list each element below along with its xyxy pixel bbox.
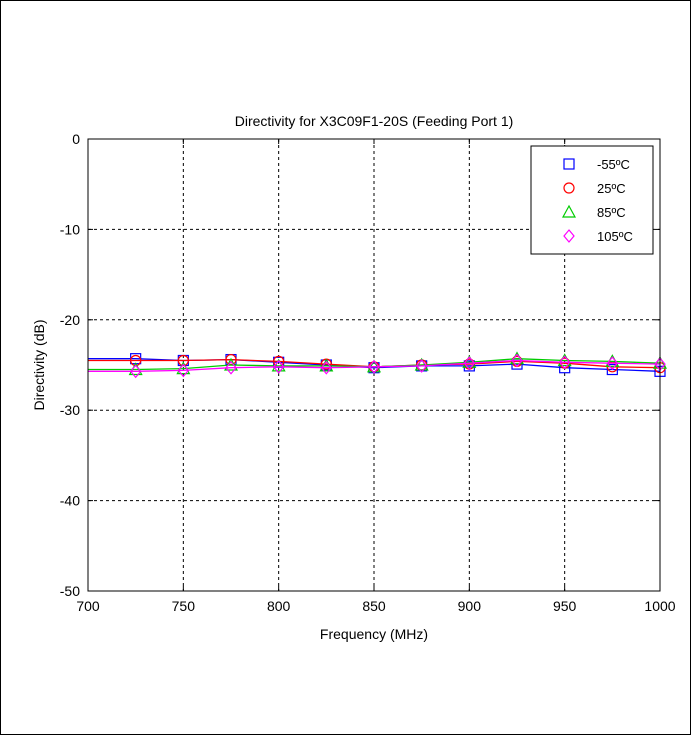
y-tick-label: -50 [60,583,80,599]
data-point [129,364,142,379]
legend-label: 105ºC [597,229,633,244]
data-point [271,358,286,372]
data-point [177,363,190,378]
series-line [88,359,661,372]
y-tick-label: -20 [60,312,80,328]
legend-label: 25ºC [597,181,626,196]
x-tick-label: 800 [267,598,291,614]
legend-marker [561,204,577,218]
x-axis-label: Frequency (MHz) [320,626,428,642]
x-tick-label: 750 [172,598,196,614]
data-point [415,358,428,373]
x-tick-label: 700 [76,598,100,614]
data-point [414,357,429,371]
y-tick-label: -10 [60,221,80,237]
y-tick-label: 0 [72,131,80,147]
legend: -55ºC 25ºC 85ºC 105ºC [530,145,654,255]
y-tick-label: -30 [60,402,80,418]
legend-label: 85ºC [597,205,626,220]
y-axis-label: Directivity (dB) [31,319,47,410]
chart-title: Directivity for X3C09F1-20S (Feeding Por… [235,113,514,129]
x-tick-label: 1000 [644,598,675,614]
ticks: 700 750 800 850 900 950 1000 0 -10 -20 -30 -40 -50 [60,131,676,614]
data-point [368,359,380,374]
data-point [511,353,523,368]
legend-box [530,145,654,255]
legend-label: -55ºC [597,157,630,172]
x-tick-label: 900 [458,598,482,614]
data-point [320,360,333,375]
data-point [463,356,476,371]
y-tick-label: -40 [60,493,80,509]
data-point [462,355,477,368]
data-point [558,355,571,370]
x-tick-label: 850 [362,598,386,614]
legend-marker [563,182,575,194]
data-point [177,354,189,367]
data-point [225,360,237,375]
series-layer [88,351,668,379]
x-tick-label: 950 [553,598,577,614]
legend-marker [563,158,575,170]
legend-marker [563,229,575,243]
data-point [606,363,618,376]
series-3 [88,353,666,379]
data-point [606,356,619,371]
data-point [272,359,285,374]
